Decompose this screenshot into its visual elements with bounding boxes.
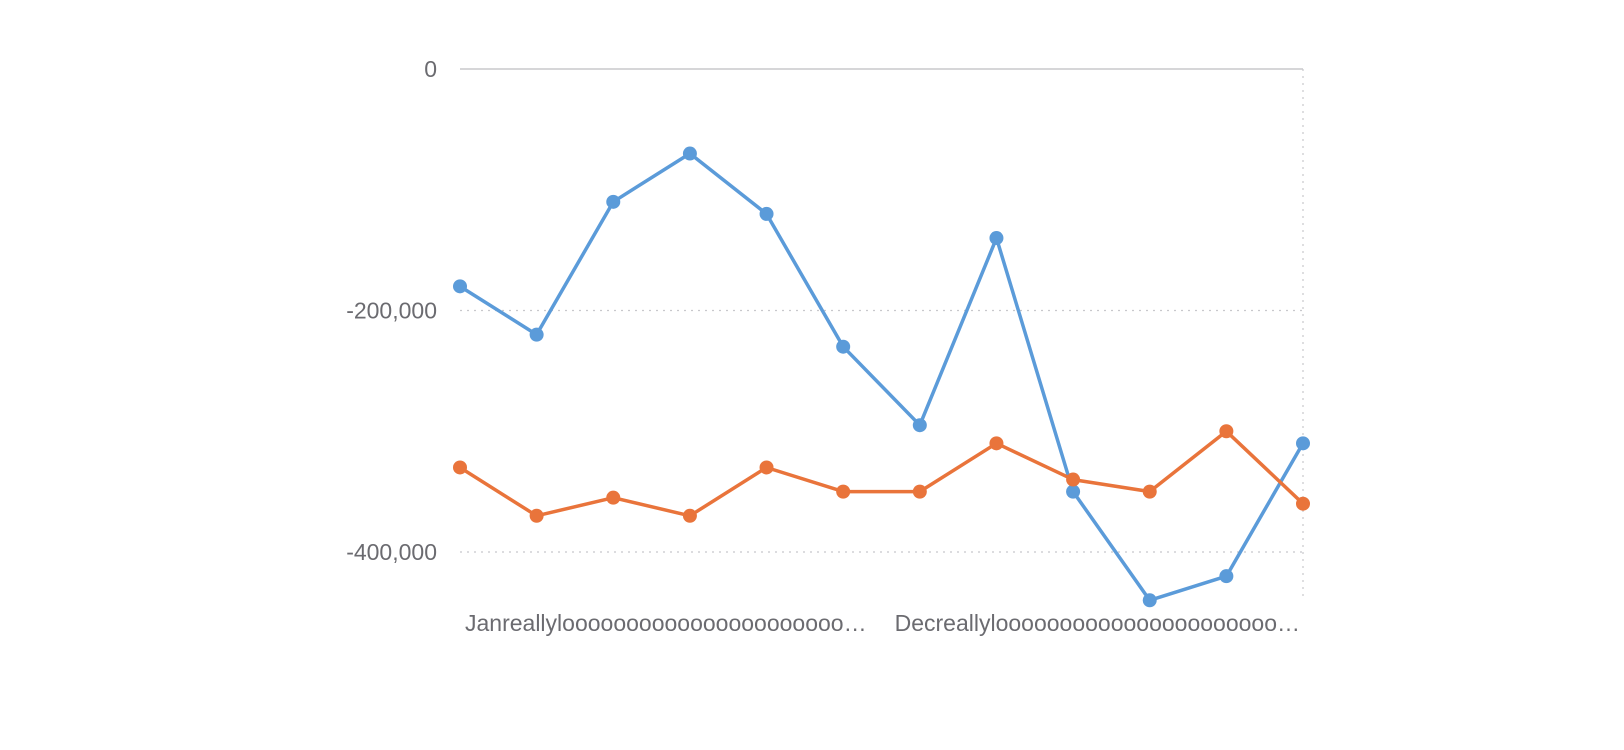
data-point (529, 327, 544, 342)
data-point (1296, 496, 1310, 511)
data-point (836, 484, 851, 499)
data-point (1142, 593, 1157, 608)
data-point (989, 436, 1004, 451)
y-tick-label: 0 (424, 56, 437, 82)
series-1 (453, 146, 1310, 608)
x-tick-label-last: Decreallyloooooooooooooooooooooo… (895, 610, 1300, 636)
y-axis: 0 -200,000 -400,000 (346, 56, 437, 565)
y-tick-label: -400,000 (346, 539, 437, 565)
series-layer (453, 146, 1310, 608)
data-point (1142, 484, 1157, 499)
data-point (1296, 436, 1310, 451)
data-point (606, 490, 621, 505)
grid-lines (460, 68, 1304, 600)
x-tick-label-first: Janreallyloooooooooooooooooooooo… (465, 610, 867, 636)
data-point (989, 231, 1004, 246)
series-line (458, 429, 1305, 518)
data-point (1066, 484, 1081, 499)
data-point (606, 194, 621, 209)
data-point (453, 460, 467, 475)
data-point (1219, 424, 1234, 439)
y-tick-label: -200,000 (346, 298, 437, 324)
data-point (1219, 569, 1234, 584)
data-point (1066, 472, 1081, 487)
data-point (759, 206, 774, 221)
x-axis: Janreallyloooooooooooooooooooooo… Decrea… (465, 610, 1300, 636)
data-point (453, 279, 467, 294)
series-2 (453, 424, 1310, 523)
data-point (682, 508, 697, 523)
data-point (836, 339, 851, 354)
data-point (912, 418, 927, 433)
data-point (529, 508, 544, 523)
data-point (682, 146, 697, 161)
data-point (759, 460, 774, 475)
series-line (458, 151, 1305, 603)
data-point (912, 484, 927, 499)
